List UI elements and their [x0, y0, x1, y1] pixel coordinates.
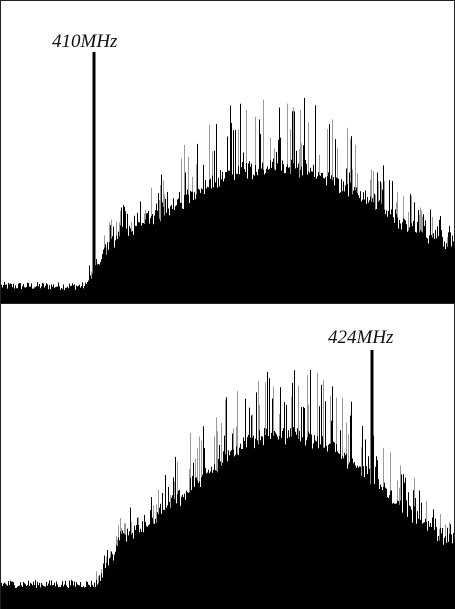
spectrum-trace	[1, 369, 455, 609]
spectrum-panel	[1, 350, 455, 609]
spectrum-highlights	[91, 99, 448, 279]
spectrum-panel	[1, 52, 455, 303]
frequency-label: 410MHz	[52, 31, 118, 52]
spectrum-trace	[1, 97, 455, 303]
frequency-label: 424MHz	[328, 327, 394, 348]
spectrum-highlights	[96, 372, 450, 584]
